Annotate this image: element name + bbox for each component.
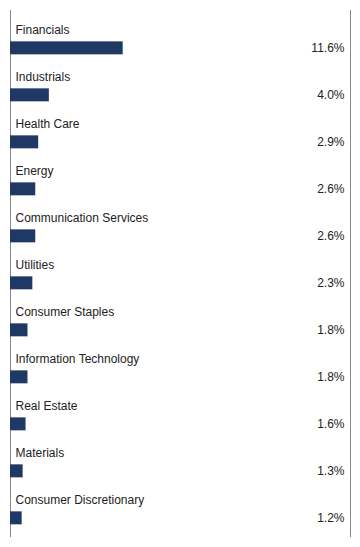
svg-text:Financials: Financials	[16, 23, 70, 37]
svg-text:Industrials: Industrials	[16, 70, 71, 84]
svg-text:Materials: Materials	[16, 446, 65, 460]
svg-text:2.6%: 2.6%	[317, 229, 345, 243]
svg-text:Information Technology: Information Technology	[16, 352, 140, 366]
svg-text:Energy: Energy	[16, 164, 54, 178]
svg-text:Health Care: Health Care	[16, 117, 80, 131]
svg-text:2.6%: 2.6%	[317, 182, 345, 196]
svg-text:1.3%: 1.3%	[317, 464, 345, 478]
svg-text:Consumer Staples: Consumer Staples	[16, 305, 115, 319]
svg-text:11.6%: 11.6%	[311, 41, 344, 55]
svg-text:2.9%: 2.9%	[317, 135, 345, 149]
svg-text:1.8%: 1.8%	[317, 323, 345, 337]
svg-text:Communication Services: Communication Services	[16, 211, 149, 225]
svg-text:Real Estate: Real Estate	[16, 399, 78, 413]
svg-text:4.0%: 4.0%	[317, 88, 345, 102]
svg-text:2.3%: 2.3%	[317, 276, 345, 290]
svg-text:Utilities: Utilities	[16, 258, 55, 272]
svg-text:1.8%: 1.8%	[317, 370, 345, 384]
svg-text:Consumer Discretionary: Consumer Discretionary	[16, 493, 145, 507]
svg-text:1.6%: 1.6%	[317, 417, 345, 431]
svg-text:1.2%: 1.2%	[317, 511, 345, 525]
